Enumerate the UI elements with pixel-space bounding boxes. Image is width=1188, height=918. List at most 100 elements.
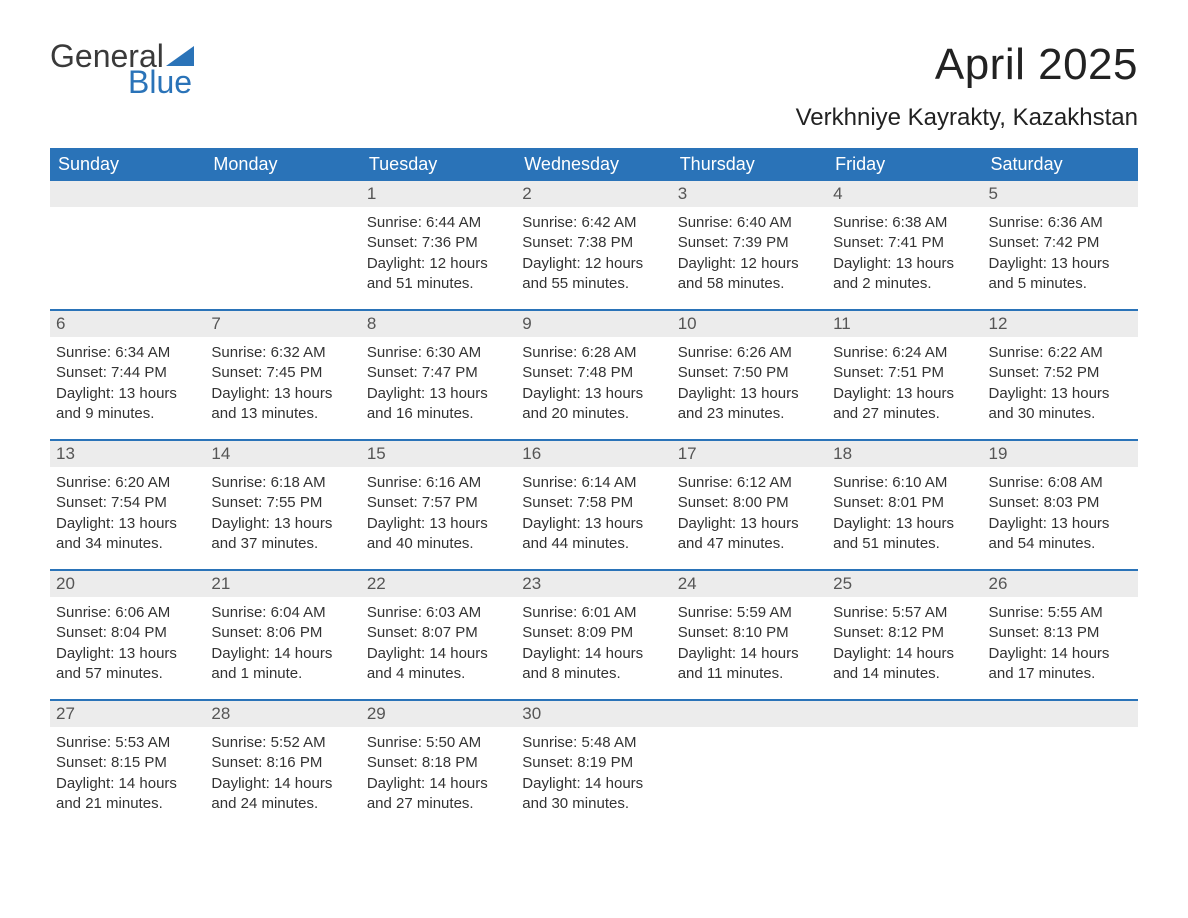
sunrise-line: Sunrise: 6:30 AM xyxy=(367,343,510,363)
sunset-line: Sunset: 8:18 PM xyxy=(367,753,510,773)
daylight-line: Daylight: 14 hours and 24 minutes. xyxy=(211,774,354,815)
location-label: Verkhniye Kayrakty, Kazakhstan xyxy=(796,104,1138,132)
day-cell xyxy=(672,701,827,829)
sunset-line: Sunset: 8:16 PM xyxy=(211,753,354,773)
daylight-line: Daylight: 12 hours and 51 minutes. xyxy=(367,254,510,295)
daylight-line: Daylight: 13 hours and 51 minutes. xyxy=(833,514,976,555)
day-cell: 4Sunrise: 6:38 AMSunset: 7:41 PMDaylight… xyxy=(827,181,982,309)
day-number: 12 xyxy=(983,311,1138,337)
sunrise-line: Sunrise: 6:44 AM xyxy=(367,213,510,233)
day-content: Sunrise: 6:16 AMSunset: 7:57 PMDaylight:… xyxy=(361,467,516,564)
day-content: Sunrise: 6:28 AMSunset: 7:48 PMDaylight:… xyxy=(516,337,671,434)
day-number: 16 xyxy=(516,441,671,467)
sunrise-line: Sunrise: 6:36 AM xyxy=(989,213,1132,233)
sunrise-line: Sunrise: 6:12 AM xyxy=(678,473,821,493)
sunrise-line: Sunrise: 6:04 AM xyxy=(211,603,354,623)
day-cell: 30Sunrise: 5:48 AMSunset: 8:19 PMDayligh… xyxy=(516,701,671,829)
sunset-line: Sunset: 7:36 PM xyxy=(367,233,510,253)
sunset-line: Sunset: 7:45 PM xyxy=(211,363,354,383)
day-number: 18 xyxy=(827,441,982,467)
day-cell: 11Sunrise: 6:24 AMSunset: 7:51 PMDayligh… xyxy=(827,311,982,439)
sunset-line: Sunset: 7:48 PM xyxy=(522,363,665,383)
day-cell: 16Sunrise: 6:14 AMSunset: 7:58 PMDayligh… xyxy=(516,441,671,569)
daylight-line: Daylight: 13 hours and 40 minutes. xyxy=(367,514,510,555)
sunrise-line: Sunrise: 6:14 AM xyxy=(522,473,665,493)
daylight-line: Daylight: 12 hours and 55 minutes. xyxy=(522,254,665,295)
day-number: 17 xyxy=(672,441,827,467)
day-cell: 14Sunrise: 6:18 AMSunset: 7:55 PMDayligh… xyxy=(205,441,360,569)
sunset-line: Sunset: 7:52 PM xyxy=(989,363,1132,383)
day-number: 8 xyxy=(361,311,516,337)
daylight-line: Daylight: 12 hours and 58 minutes. xyxy=(678,254,821,295)
weekday-header: Tuesday xyxy=(361,148,516,181)
daylight-line: Daylight: 13 hours and 9 minutes. xyxy=(56,384,199,425)
day-cell: 29 Sunrise: 5:50 AMSunset: 8:18 PMDayligh… xyxy=(361,701,516,829)
day-number: 10 xyxy=(672,311,827,337)
sunrise-line: Sunrise: 6:38 AM xyxy=(833,213,976,233)
day-content: Sunrise: 5:53 AMSunset: 8:15 PMDaylight:… xyxy=(50,727,205,824)
day-number: 9 xyxy=(516,311,671,337)
weekday-header: Wednesday xyxy=(516,148,671,181)
day-content: Sunrise: 5:48 AMSunset: 8:19 PMDaylight:… xyxy=(516,727,671,824)
day-cell: 1Sunrise: 6:44 AMSunset: 7:36 PMDaylight… xyxy=(361,181,516,309)
daylight-line: Daylight: 14 hours and 27 minutes. xyxy=(367,774,510,815)
day-content: Sunrise: 6:40 AMSunset: 7:39 PMDaylight:… xyxy=(672,207,827,304)
day-number: 11 xyxy=(827,311,982,337)
daylight-line: Daylight: 14 hours and 30 minutes. xyxy=(522,774,665,815)
day-content: Sunrise: 5:55 AMSunset: 8:13 PMDaylight:… xyxy=(983,597,1138,694)
day-number: 22 xyxy=(361,571,516,597)
day-number: 23 xyxy=(516,571,671,597)
daylight-line: Daylight: 13 hours and 30 minutes. xyxy=(989,384,1132,425)
day-cell: 7Sunrise: 6:32 AMSunset: 7:45 PMDaylight… xyxy=(205,311,360,439)
day-number: 14 xyxy=(205,441,360,467)
sunset-line: Sunset: 8:00 PM xyxy=(678,493,821,513)
day-content: Sunrise: 6:04 AMSunset: 8:06 PMDaylight:… xyxy=(205,597,360,694)
header: General Blue April 2025 Verkhniye Kayrak… xyxy=(50,40,1138,132)
sunrise-line: Sunrise: 5:59 AM xyxy=(678,603,821,623)
daylight-line: Daylight: 14 hours and 11 minutes. xyxy=(678,644,821,685)
daylight-line: Daylight: 13 hours and 34 minutes. xyxy=(56,514,199,555)
sunrise-line: Sunrise: 6:01 AM xyxy=(522,603,665,623)
weekday-header-row: Sunday Monday Tuesday Wednesday Thursday… xyxy=(50,148,1138,181)
sunset-line: Sunset: 8:19 PM xyxy=(522,753,665,773)
week-row: 6Sunrise: 6:34 AMSunset: 7:44 PMDaylight… xyxy=(50,309,1138,439)
daylight-line: Daylight: 13 hours and 5 minutes. xyxy=(989,254,1132,295)
calendar: Sunday Monday Tuesday Wednesday Thursday… xyxy=(50,148,1138,829)
weekday-header: Friday xyxy=(827,148,982,181)
day-number: 4 xyxy=(827,181,982,207)
day-cell xyxy=(983,701,1138,829)
day-number: 30 xyxy=(516,701,671,727)
day-number: 5 xyxy=(983,181,1138,207)
day-cell: 17Sunrise: 6:12 AMSunset: 8:00 PMDayligh… xyxy=(672,441,827,569)
day-cell: 15Sunrise: 6:16 AMSunset: 7:57 PMDayligh… xyxy=(361,441,516,569)
daylight-line: Daylight: 14 hours and 4 minutes. xyxy=(367,644,510,685)
day-cell: 2Sunrise: 6:42 AMSunset: 7:38 PMDaylight… xyxy=(516,181,671,309)
sunset-line: Sunset: 7:44 PM xyxy=(56,363,199,383)
day-content: Sunrise: 6:06 AMSunset: 8:04 PMDaylight:… xyxy=(50,597,205,694)
day-content: Sunrise: 5:52 AMSunset: 8:16 PMDaylight:… xyxy=(205,727,360,824)
daylight-line: Daylight: 13 hours and 13 minutes. xyxy=(211,384,354,425)
daylight-line: Daylight: 14 hours and 21 minutes. xyxy=(56,774,199,815)
day-number: 24 xyxy=(672,571,827,597)
day-content xyxy=(50,207,205,223)
day-number: 13 xyxy=(50,441,205,467)
sunset-line: Sunset: 7:47 PM xyxy=(367,363,510,383)
sunrise-line: Sunrise: 6:06 AM xyxy=(56,603,199,623)
day-cell: 25Sunrise: 5:57 AMSunset: 8:12 PMDayligh… xyxy=(827,571,982,699)
day-number: 20 xyxy=(50,571,205,597)
sunrise-line: Sunrise: 5:48 AM xyxy=(522,733,665,753)
sunset-line: Sunset: 7:50 PM xyxy=(678,363,821,383)
sunset-line: Sunset: 7:54 PM xyxy=(56,493,199,513)
day-content: Sunrise: 6:08 AMSunset: 8:03 PMDaylight:… xyxy=(983,467,1138,564)
day-content: Sunrise: 6:20 AMSunset: 7:54 PMDaylight:… xyxy=(50,467,205,564)
day-content: Sunrise: 6:24 AMSunset: 7:51 PMDaylight:… xyxy=(827,337,982,434)
day-content: Sunrise: 6:10 AMSunset: 8:01 PMDaylight:… xyxy=(827,467,982,564)
day-cell: 10Sunrise: 6:26 AMSunset: 7:50 PMDayligh… xyxy=(672,311,827,439)
sunrise-line: Sunrise: 5:57 AM xyxy=(833,603,976,623)
day-content: Sunrise: 5:59 AMSunset: 8:10 PMDaylight:… xyxy=(672,597,827,694)
day-number: 29 xyxy=(361,701,516,727)
day-cell: 13Sunrise: 6:20 AMSunset: 7:54 PMDayligh… xyxy=(50,441,205,569)
sunrise-line: Sunrise: 5:50 AM xyxy=(367,733,510,753)
sunrise-line: Sunrise: 5:55 AM xyxy=(989,603,1132,623)
sunset-line: Sunset: 7:55 PM xyxy=(211,493,354,513)
